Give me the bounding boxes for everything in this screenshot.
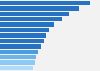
Bar (0, 12, 69, 16)
Bar (0, 1, 90, 5)
Bar (0, 39, 44, 43)
Bar (0, 50, 38, 54)
Bar (0, 17, 62, 21)
Bar (0, 55, 36, 59)
Bar (0, 28, 49, 32)
Bar (0, 66, 33, 70)
Bar (0, 44, 41, 49)
Bar (0, 60, 35, 65)
Bar (0, 33, 46, 38)
Bar (0, 22, 54, 27)
Bar (0, 6, 80, 11)
